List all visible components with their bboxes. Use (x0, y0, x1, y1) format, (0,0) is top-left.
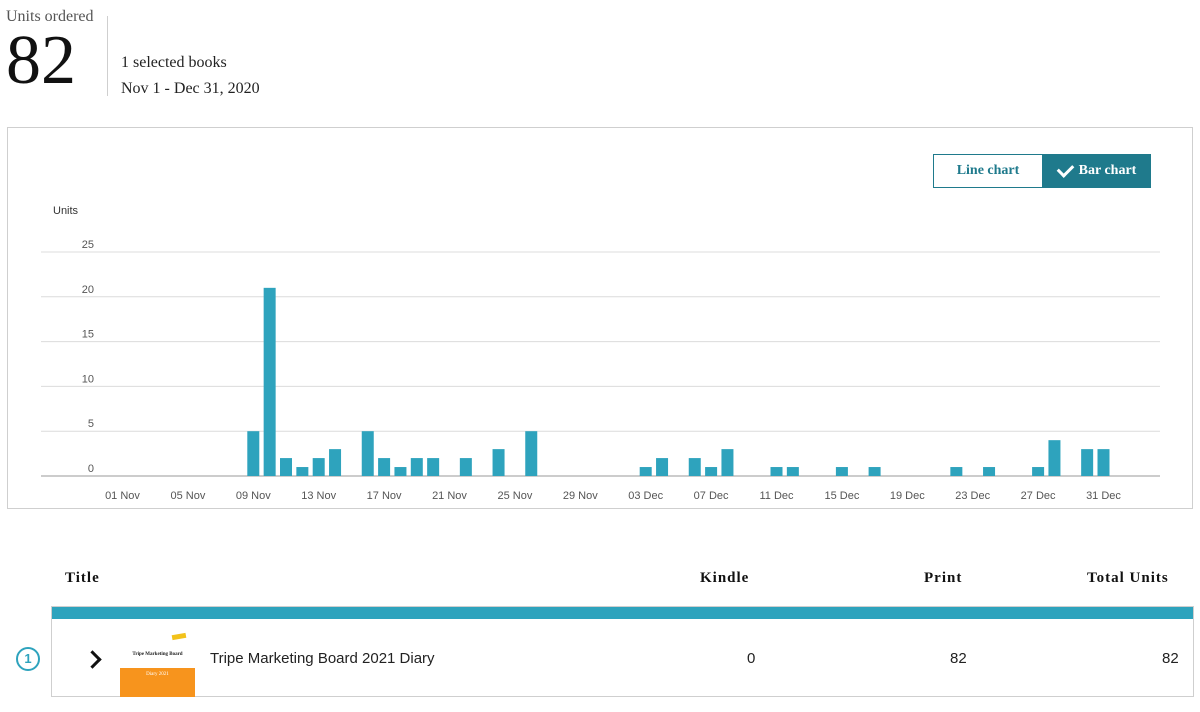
row-index-badge: 1 (16, 647, 40, 671)
bar-26-nov (525, 431, 538, 476)
bar-13-nov (312, 458, 325, 476)
y-tick-label: 15 (82, 329, 94, 341)
bar-17-nov (378, 458, 391, 476)
bar-chart-label: Bar chart (1078, 163, 1137, 178)
y-tick-label: 10 (82, 373, 94, 385)
cover-subtitle-text: Diary 2021 (146, 672, 169, 677)
x-tick-label: 29 Nov (563, 490, 598, 502)
units-bar-chart: Units 0 5 10 15 20 25 01 Nov 05 Nov 09 Nov 13 Nov 1… (41, 205, 1160, 502)
bar-31-dec (1097, 449, 1110, 476)
date-range-text: Nov 1 - Dec 31, 2020 (121, 80, 260, 97)
print-units: 82 (950, 650, 967, 667)
summary-divider (107, 16, 108, 96)
bar-10-nov (263, 287, 276, 476)
bar-22-dec (950, 467, 963, 476)
col-header-total-units: Total Units (1087, 570, 1169, 586)
x-tick-label: 01 Nov (105, 490, 140, 502)
x-tick-label: 15 Dec (824, 490, 859, 502)
x-tick-label: 31 Dec (1086, 490, 1121, 502)
units-ordered-label: Units ordered (6, 8, 94, 25)
row-header-band (52, 607, 1193, 619)
table-row: Tripe Marketing Board Diary 2021 Tripe M… (51, 606, 1194, 697)
bar-28-dec (1048, 440, 1061, 476)
bar-22-nov (459, 458, 472, 476)
bar-12-nov (296, 467, 309, 476)
bar-04-dec (656, 458, 669, 476)
x-tick-label: 23 Dec (955, 490, 990, 502)
bar-24-nov (492, 449, 505, 476)
bar-15-dec (835, 467, 848, 476)
x-tick-label: 11 Dec (759, 490, 794, 502)
bar-20-nov (427, 458, 440, 476)
bar-19-nov (410, 458, 423, 476)
bar-07-dec (705, 467, 718, 476)
x-tick-label: 25 Nov (497, 490, 532, 502)
bar-08-dec (721, 449, 734, 476)
bar-18-nov (394, 467, 407, 476)
x-tick-label: 13 Nov (301, 490, 336, 502)
bar-11-dec (770, 467, 783, 476)
col-header-print: Print (924, 570, 963, 586)
bar-06-dec (688, 458, 701, 476)
y-tick-label: 5 (88, 418, 94, 430)
bar-09-nov (247, 431, 260, 476)
col-header-kindle: Kindle (700, 570, 750, 586)
x-tick-label: 21 Nov (432, 490, 467, 502)
cover-title-text: Tripe Marketing Board (132, 652, 183, 657)
y-tick-label: 20 (82, 284, 94, 296)
y-tick-label: 0 (88, 463, 94, 475)
summary-panel: Units ordered 82 1 selected books Nov 1 … (0, 0, 600, 110)
x-tick-label: 03 Dec (628, 490, 663, 502)
book-title[interactable]: Tripe Marketing Board 2021 Diary (210, 650, 435, 667)
bar-27-dec (1032, 467, 1045, 476)
bar-24-dec (983, 467, 996, 476)
book-cover-thumbnail: Tripe Marketing Board Diary 2021 (120, 624, 195, 697)
x-tick-label: 07 Dec (694, 490, 729, 502)
total-units: 82 (1162, 650, 1179, 667)
chart-panel: Line chart Bar chart Units 0 5 10 15 20 25 01 N… (7, 127, 1193, 509)
bar-30-dec (1081, 449, 1094, 476)
x-tick-label: 09 Nov (236, 490, 271, 502)
expand-chevron-icon[interactable] (83, 650, 102, 669)
line-chart-button[interactable]: Line chart (933, 154, 1043, 188)
x-tick-label: 05 Nov (170, 490, 205, 502)
bar-14-nov (329, 449, 342, 476)
chart-type-toggle: Line chart Bar chart (933, 154, 1151, 188)
bar-16-nov (361, 431, 374, 476)
bar-chart-button[interactable]: Bar chart (1043, 154, 1151, 188)
y-tick-label: 25 (82, 239, 94, 251)
y-axis-label: Units (53, 205, 79, 217)
bar-11-nov (280, 458, 292, 476)
cover-sticker (171, 632, 187, 641)
col-header-title: Title (65, 570, 100, 586)
x-tick-label: 19 Dec (890, 490, 925, 502)
units-ordered-value: 82 (6, 22, 76, 99)
cover-orange-block (120, 668, 195, 697)
x-tick-label: 17 Nov (367, 490, 402, 502)
selected-books-text: 1 selected books (121, 54, 227, 71)
kindle-units: 0 (747, 650, 756, 667)
bar-03-dec (639, 467, 652, 476)
bar-17-dec (868, 467, 881, 476)
bar-12-dec (786, 467, 799, 476)
x-tick-label: 27 Dec (1021, 490, 1056, 502)
